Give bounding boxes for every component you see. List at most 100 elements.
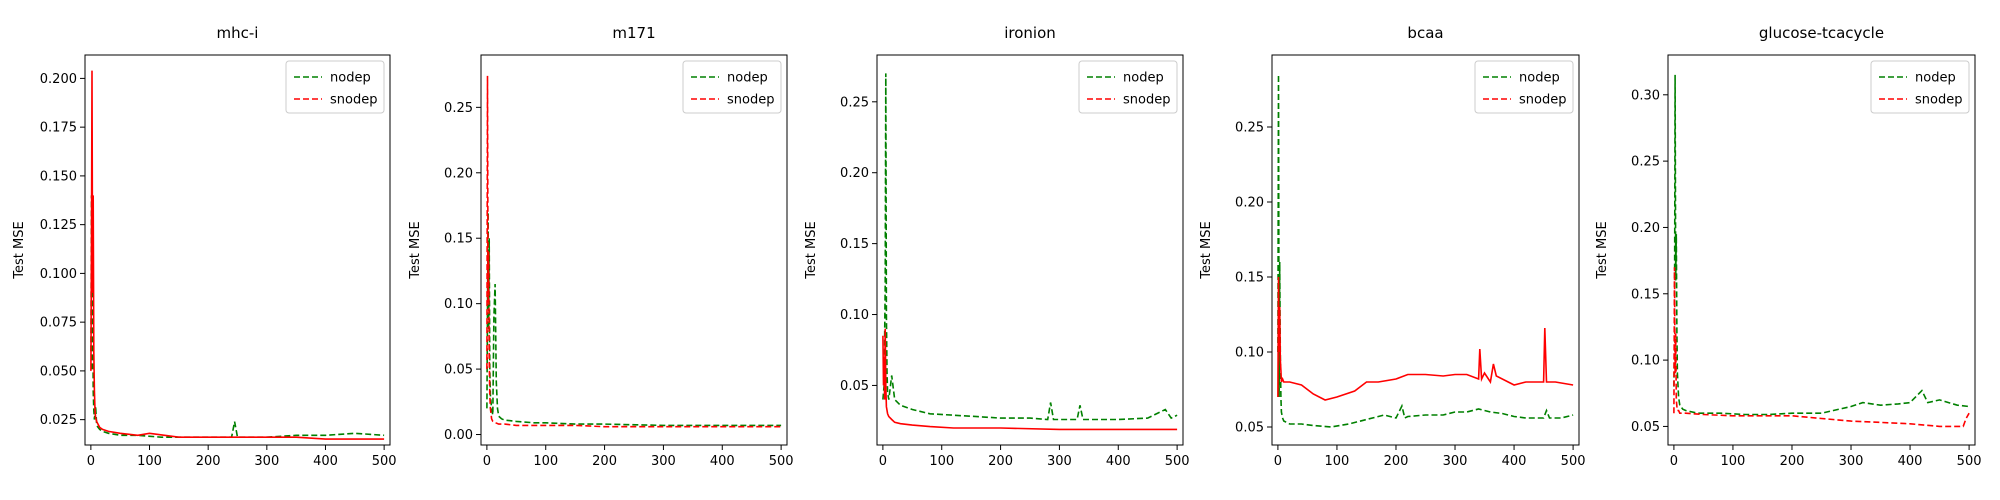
series-line-snodep [90,70,385,440]
y-tick-label: 0.00 [444,428,473,443]
y-tick-label: 0.125 [40,218,77,233]
y-tick-label: 0.10 [840,308,869,323]
x-tick-label: 200 [988,454,1013,469]
x-tick-label: 0 [87,454,95,469]
x-tick-label: 400 [1898,454,1923,469]
y-tick-label: 0.15 [1235,271,1264,286]
y-tick-label: 0.05 [1235,421,1264,436]
axes-frame [84,54,391,446]
legend-label-snodep: snodep [727,93,774,108]
x-tick-label: 200 [1780,454,1805,469]
legend-label-nodep: nodep [1123,71,1164,86]
legend-label-nodep: nodep [1519,71,1560,86]
x-tick-label: 500 [1165,454,1190,469]
y-tick-label: 0.25 [840,95,869,110]
x-tick-label: 0 [483,454,491,469]
series-line-nodep [1277,74,1574,428]
y-axis-label: Test MSE [1199,221,1214,279]
y-tick-label: 0.20 [444,166,473,181]
x-tick-label: 300 [254,454,279,469]
x-tick-label: 300 [1443,454,1468,469]
y-tick-label: 0.15 [1631,287,1660,302]
x-tick-label: 400 [313,454,338,469]
y-tick-label: 0.05 [444,363,473,378]
y-tick-label: 0.25 [1631,155,1660,170]
x-tick-label: 100 [1721,454,1746,469]
chart-title: glucose-tcacycle [1759,24,1884,42]
legend: nodep snodep [285,60,385,114]
axes-frame [876,54,1184,446]
x-tick-label: 500 [372,454,397,469]
legend: nodep snodep [682,60,782,114]
series-line-snodep [486,75,782,428]
legend-label-nodep: nodep [1915,71,1956,86]
y-tick-label: 0.25 [1235,121,1264,136]
y-tick-label: 0.100 [40,267,77,282]
y-tick-label: 0.10 [444,297,473,312]
y-tick-label: 0.25 [444,101,473,116]
x-tick-label: 300 [651,454,676,469]
legend-label-snodep: snodep [1519,93,1566,108]
y-axis-label: Test MSE [1595,221,1610,279]
legend-label-snodep: snodep [1915,93,1962,108]
x-tick-label: 500 [1957,454,1982,469]
chart-title: m171 [612,24,655,42]
chart-title: mhc-i [217,24,259,42]
y-tick-label: 0.175 [40,121,77,136]
x-tick-label: 500 [1561,454,1586,469]
x-tick-label: 300 [1047,454,1072,469]
x-tick-label: 0 [1274,454,1282,469]
x-tick-label: 400 [1106,454,1131,469]
legend-box [1870,60,1970,114]
x-tick-label: 0 [1670,454,1678,469]
y-tick-label: 0.15 [444,232,473,247]
y-tick-label: 0.075 [40,316,77,331]
y-tick-label: 0.10 [1631,354,1660,369]
legend-label-snodep: snodep [1123,93,1170,108]
x-tick-label: 400 [710,454,735,469]
series-line-nodep [90,195,385,439]
legend-box [285,60,385,114]
x-tick-label: 100 [1325,454,1350,469]
x-tick-label: 400 [1502,454,1527,469]
chart-panel-1: 0 100 200 300 400 500 0.00 0.05 0.10 0.15 0.20 0.25… [408,24,794,469]
axes-frame [1667,54,1976,446]
chart-panel-4: 0 100 200 300 400 500 0.05 0.10 0.15 0.20 0.25 0.30… [1595,24,1982,469]
y-axis-label: Test MSE [804,221,819,279]
chart-panel-0: 0 100 200 300 400 500 0.025 0.050 0.075 0.100 0.12… [12,24,397,469]
series-line-snodep [882,328,1178,431]
axes-frame [1271,54,1580,446]
y-tick-label: 0.025 [40,413,77,428]
chart-title: ironion [1004,24,1056,42]
x-tick-label: 500 [769,454,794,469]
axes-frame [480,54,788,446]
x-tick-label: 300 [1839,454,1864,469]
series-line-nodep [1673,74,1970,416]
y-axis-label: Test MSE [408,221,423,279]
legend-box [1078,60,1178,114]
series-line-nodep [486,211,782,427]
x-tick-label: 100 [137,454,162,469]
legend: nodep snodep [1474,60,1574,114]
series-line-snodep [1673,267,1970,428]
legend-box [682,60,782,114]
legend-label-nodep: nodep [330,71,371,86]
y-tick-label: 0.20 [840,166,869,181]
legend: nodep snodep [1078,60,1178,114]
y-tick-label: 0.15 [840,237,869,252]
x-tick-label: 100 [533,454,558,469]
y-axis-label: Test MSE [12,221,27,279]
series-line-snodep [1277,276,1574,401]
x-tick-label: 200 [196,454,221,469]
y-tick-label: 0.050 [40,364,77,379]
y-tick-label: 0.200 [40,72,77,87]
series-line-nodep [882,73,1178,421]
legend-label-snodep: snodep [330,93,377,108]
legend-box [1474,60,1574,114]
x-tick-label: 0 [879,454,887,469]
y-tick-label: 0.05 [840,379,869,394]
y-tick-label: 0.20 [1631,221,1660,236]
x-tick-label: 100 [929,454,954,469]
legend: nodep snodep [1870,60,1970,114]
